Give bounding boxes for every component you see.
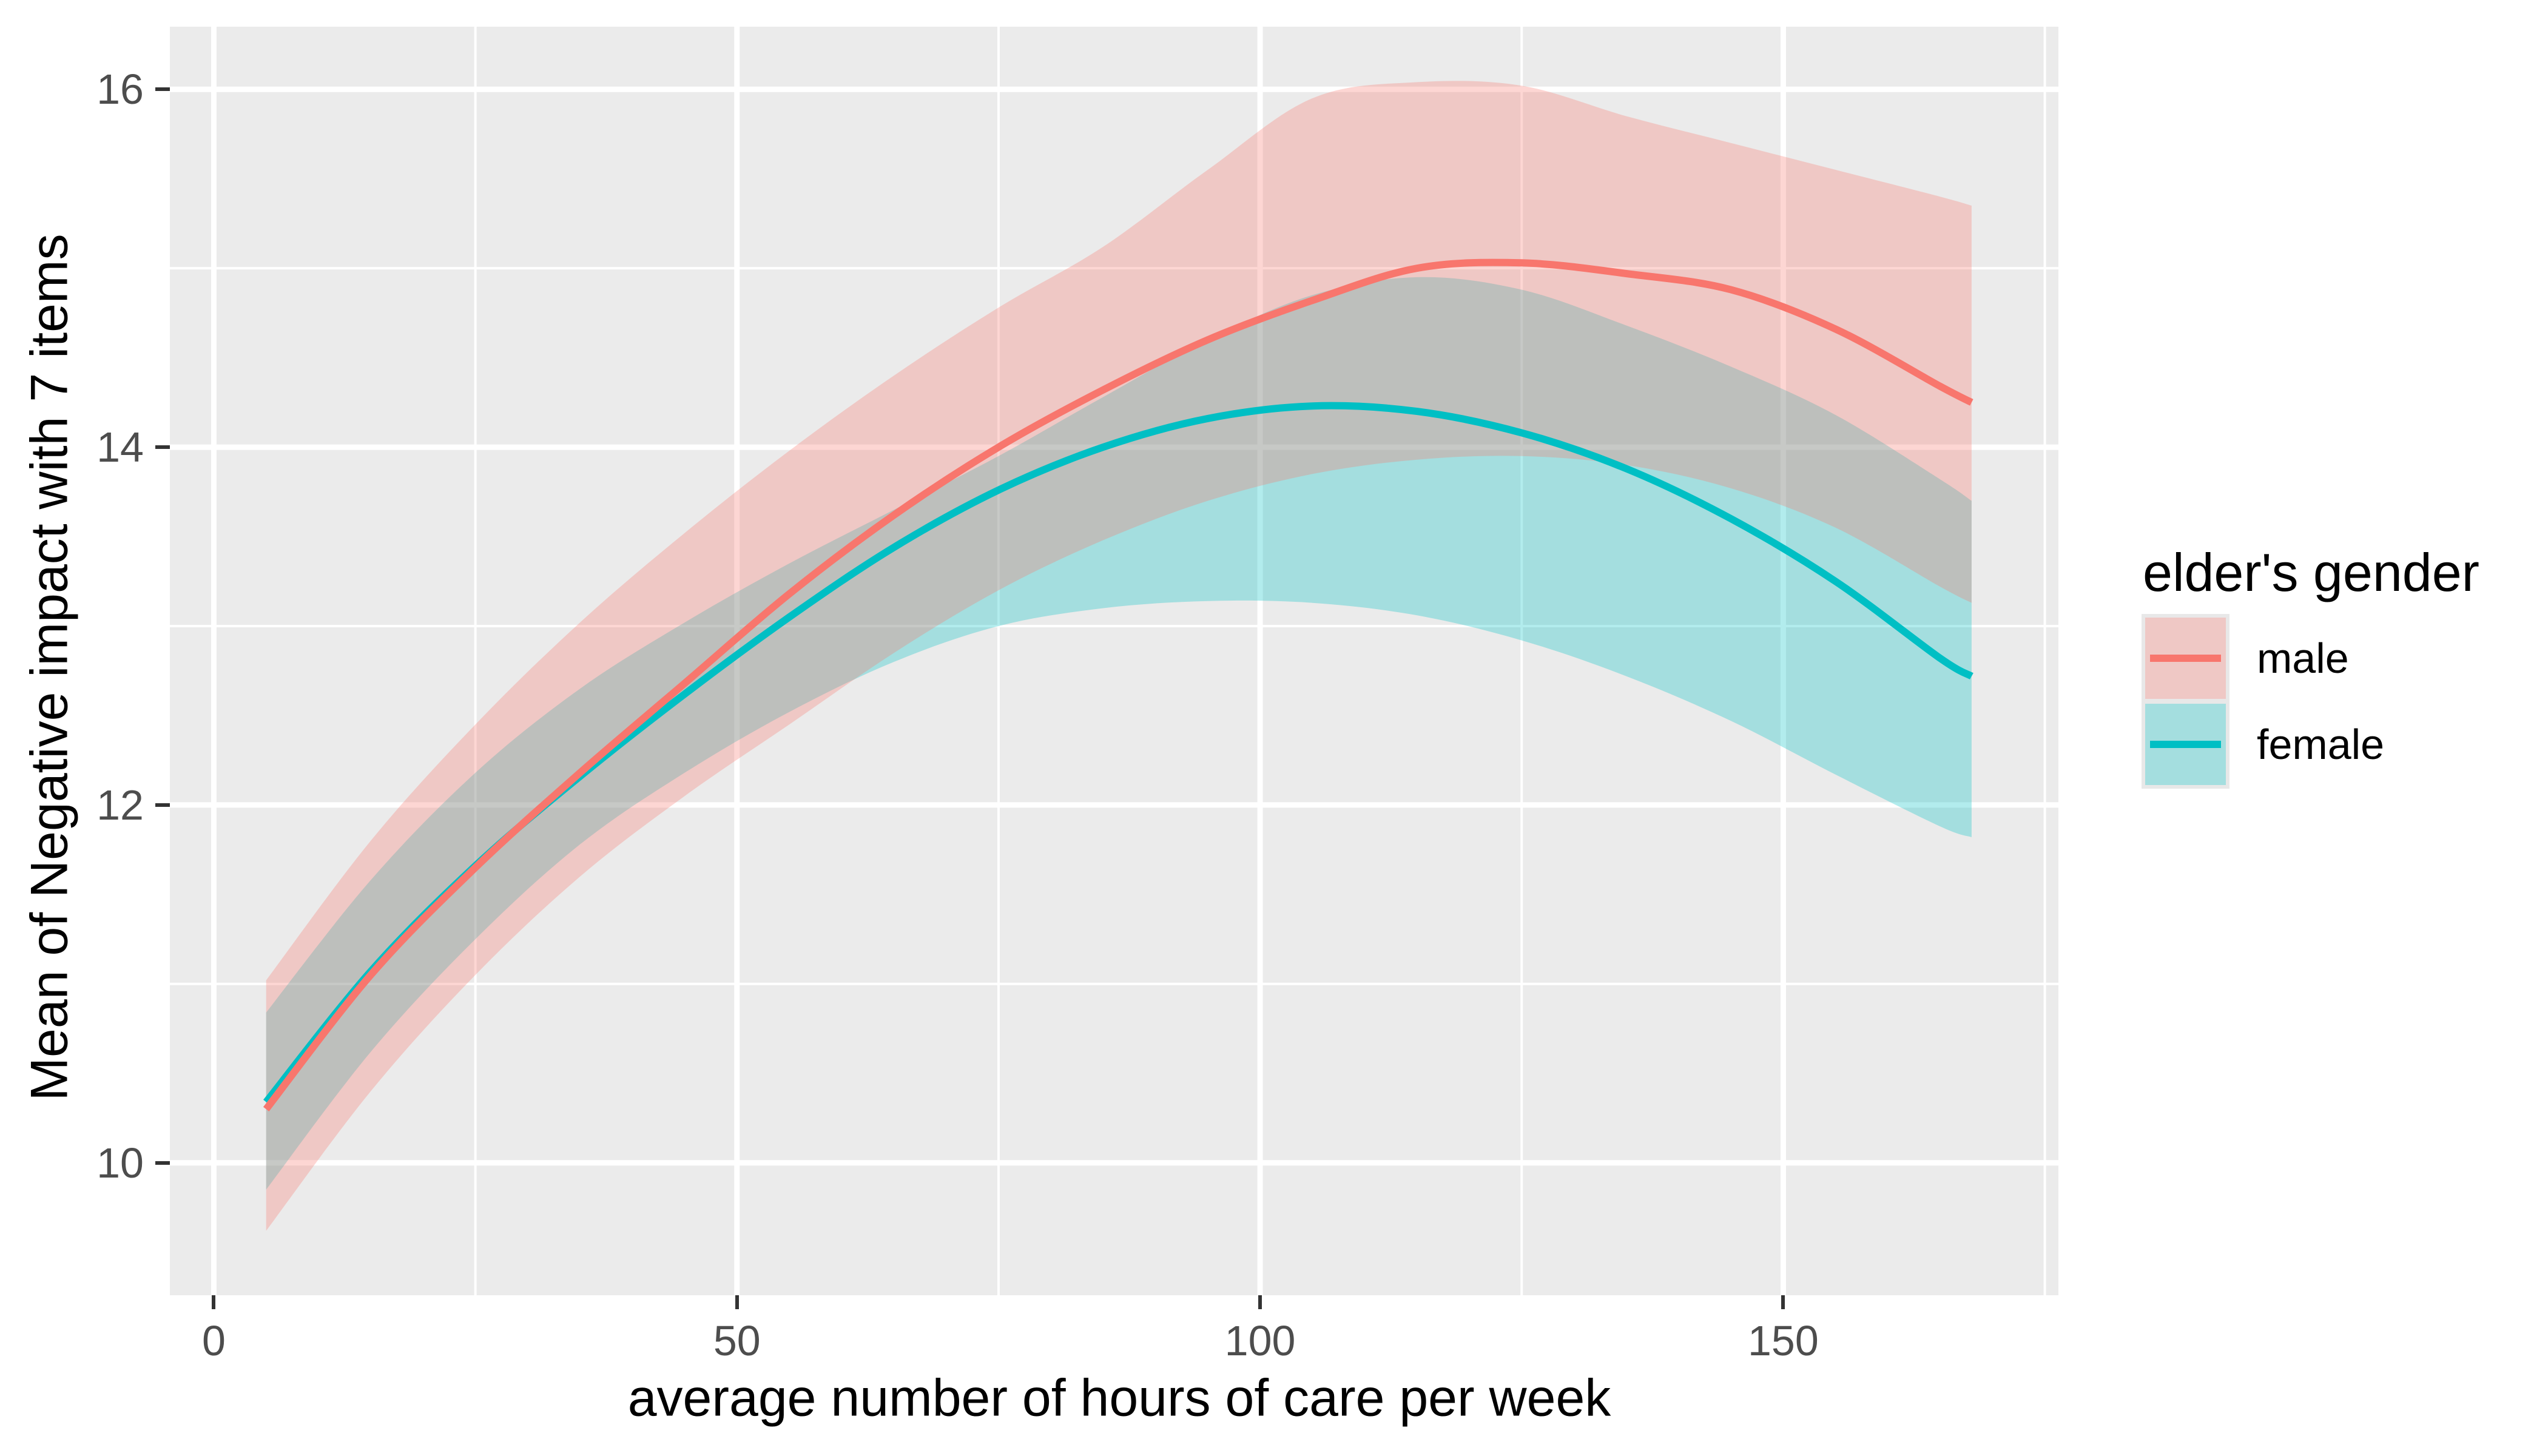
legend-key-female	[2145, 704, 2226, 785]
x-axis-title: average number of hours of care per week	[627, 1369, 1611, 1427]
x-tick-label: 150	[1748, 1317, 1819, 1364]
ribbon-female	[266, 277, 1972, 1190]
legend-key-line-male	[2150, 655, 2221, 662]
legend-item-label-male: male	[2257, 635, 2349, 682]
x-tick-mark	[212, 1295, 216, 1309]
line-male	[263, 258, 1973, 1111]
x-tick-label: 100	[1224, 1317, 1296, 1364]
legend-key-male	[2145, 618, 2226, 699]
y-tick-label: 14	[96, 423, 144, 471]
legend-keys-frame	[2142, 614, 2230, 789]
ribbon-male	[266, 81, 1972, 1231]
y-tick-mark	[155, 87, 170, 92]
plot-svg	[170, 27, 2058, 1295]
x-tick-label: 0	[201, 1317, 226, 1364]
y-tick-label: 12	[96, 781, 144, 829]
legend-key-line-female	[2150, 741, 2221, 748]
x-tick-mark	[1781, 1295, 1785, 1309]
y-tick-mark	[155, 803, 170, 807]
x-tick-mark	[735, 1295, 739, 1309]
plot-panel	[170, 27, 2058, 1295]
x-tick-label: 50	[713, 1317, 761, 1364]
legend-item-label-female: female	[2257, 721, 2385, 768]
y-axis-title: Mean of Negative impact with 7 items	[20, 234, 79, 1101]
y-tick-mark	[155, 1161, 170, 1165]
x-tick-mark	[1258, 1295, 1262, 1309]
y-tick-label: 10	[96, 1139, 144, 1187]
legend-title: elder's gender	[2143, 542, 2479, 602]
y-tick-mark	[155, 445, 170, 450]
y-tick-label: 16	[96, 66, 144, 113]
